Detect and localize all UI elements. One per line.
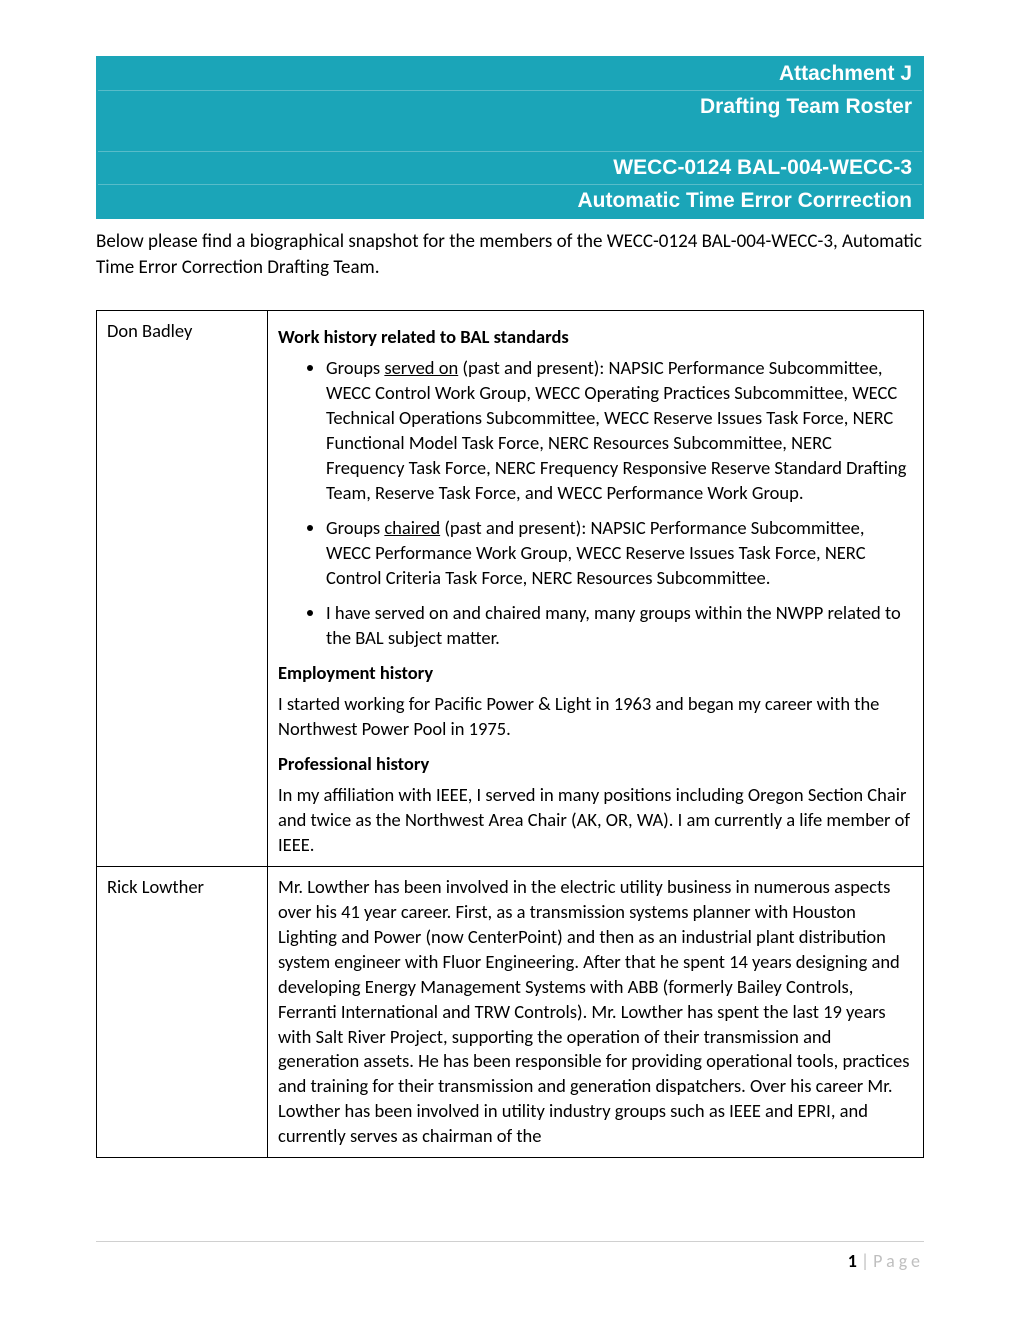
table-row: Don Badley Work history related to BAL s… xyxy=(97,311,924,866)
page-label: Page xyxy=(873,1250,924,1272)
header-line-3: WECC-0124 BAL-004-WECC-3 xyxy=(98,151,922,185)
header-line-2: Drafting Team Roster xyxy=(98,91,922,123)
table-row: Rick Lowther Mr. Lowther has been involv… xyxy=(97,866,924,1158)
list-item: Groups chaired (past and present): NAPSI… xyxy=(326,516,913,591)
member-name: Rick Lowther xyxy=(97,866,268,1158)
bullet-prefix: Groups xyxy=(326,516,384,539)
bullet-rest: I have served on and chaired many, many … xyxy=(326,601,901,649)
header-line-4: Automatic Time Error Corrrection xyxy=(98,185,922,217)
header-line-1: Attachment J xyxy=(98,58,922,91)
footer-separator: | xyxy=(861,1250,869,1272)
bullet-underlined: served on xyxy=(384,356,458,379)
page-footer: 1|Page xyxy=(96,1241,924,1272)
header-spacer xyxy=(98,123,922,151)
page-number: 1 xyxy=(848,1250,857,1272)
employment-heading: Employment history xyxy=(278,661,913,686)
roster-table: Don Badley Work history related to BAL s… xyxy=(96,310,924,1158)
list-item: Groups served on (past and present): NAP… xyxy=(326,356,913,506)
employment-text: I started working for Pacific Power & Li… xyxy=(278,692,913,742)
list-item: I have served on and chaired many, many … xyxy=(326,601,913,651)
member-bio-cell: Mr. Lowther has been involved in the ele… xyxy=(268,866,924,1158)
bullet-prefix: Groups xyxy=(326,356,384,379)
bullet-underlined: chaired xyxy=(384,516,440,539)
member-name: Don Badley xyxy=(97,311,268,866)
professional-heading: Professional history xyxy=(278,752,913,777)
bio-bullet-list: Groups served on (past and present): NAP… xyxy=(278,356,913,651)
professional-text: In my affiliation with IEEE, I served in… xyxy=(278,783,913,858)
intro-paragraph: Below please find a biographical snapsho… xyxy=(96,229,924,280)
work-history-heading: Work history related to BAL standards xyxy=(278,325,913,350)
member-bio-cell: Work history related to BAL standards Gr… xyxy=(268,311,924,866)
document-header: Attachment J Drafting Team Roster WECC-0… xyxy=(96,56,924,219)
